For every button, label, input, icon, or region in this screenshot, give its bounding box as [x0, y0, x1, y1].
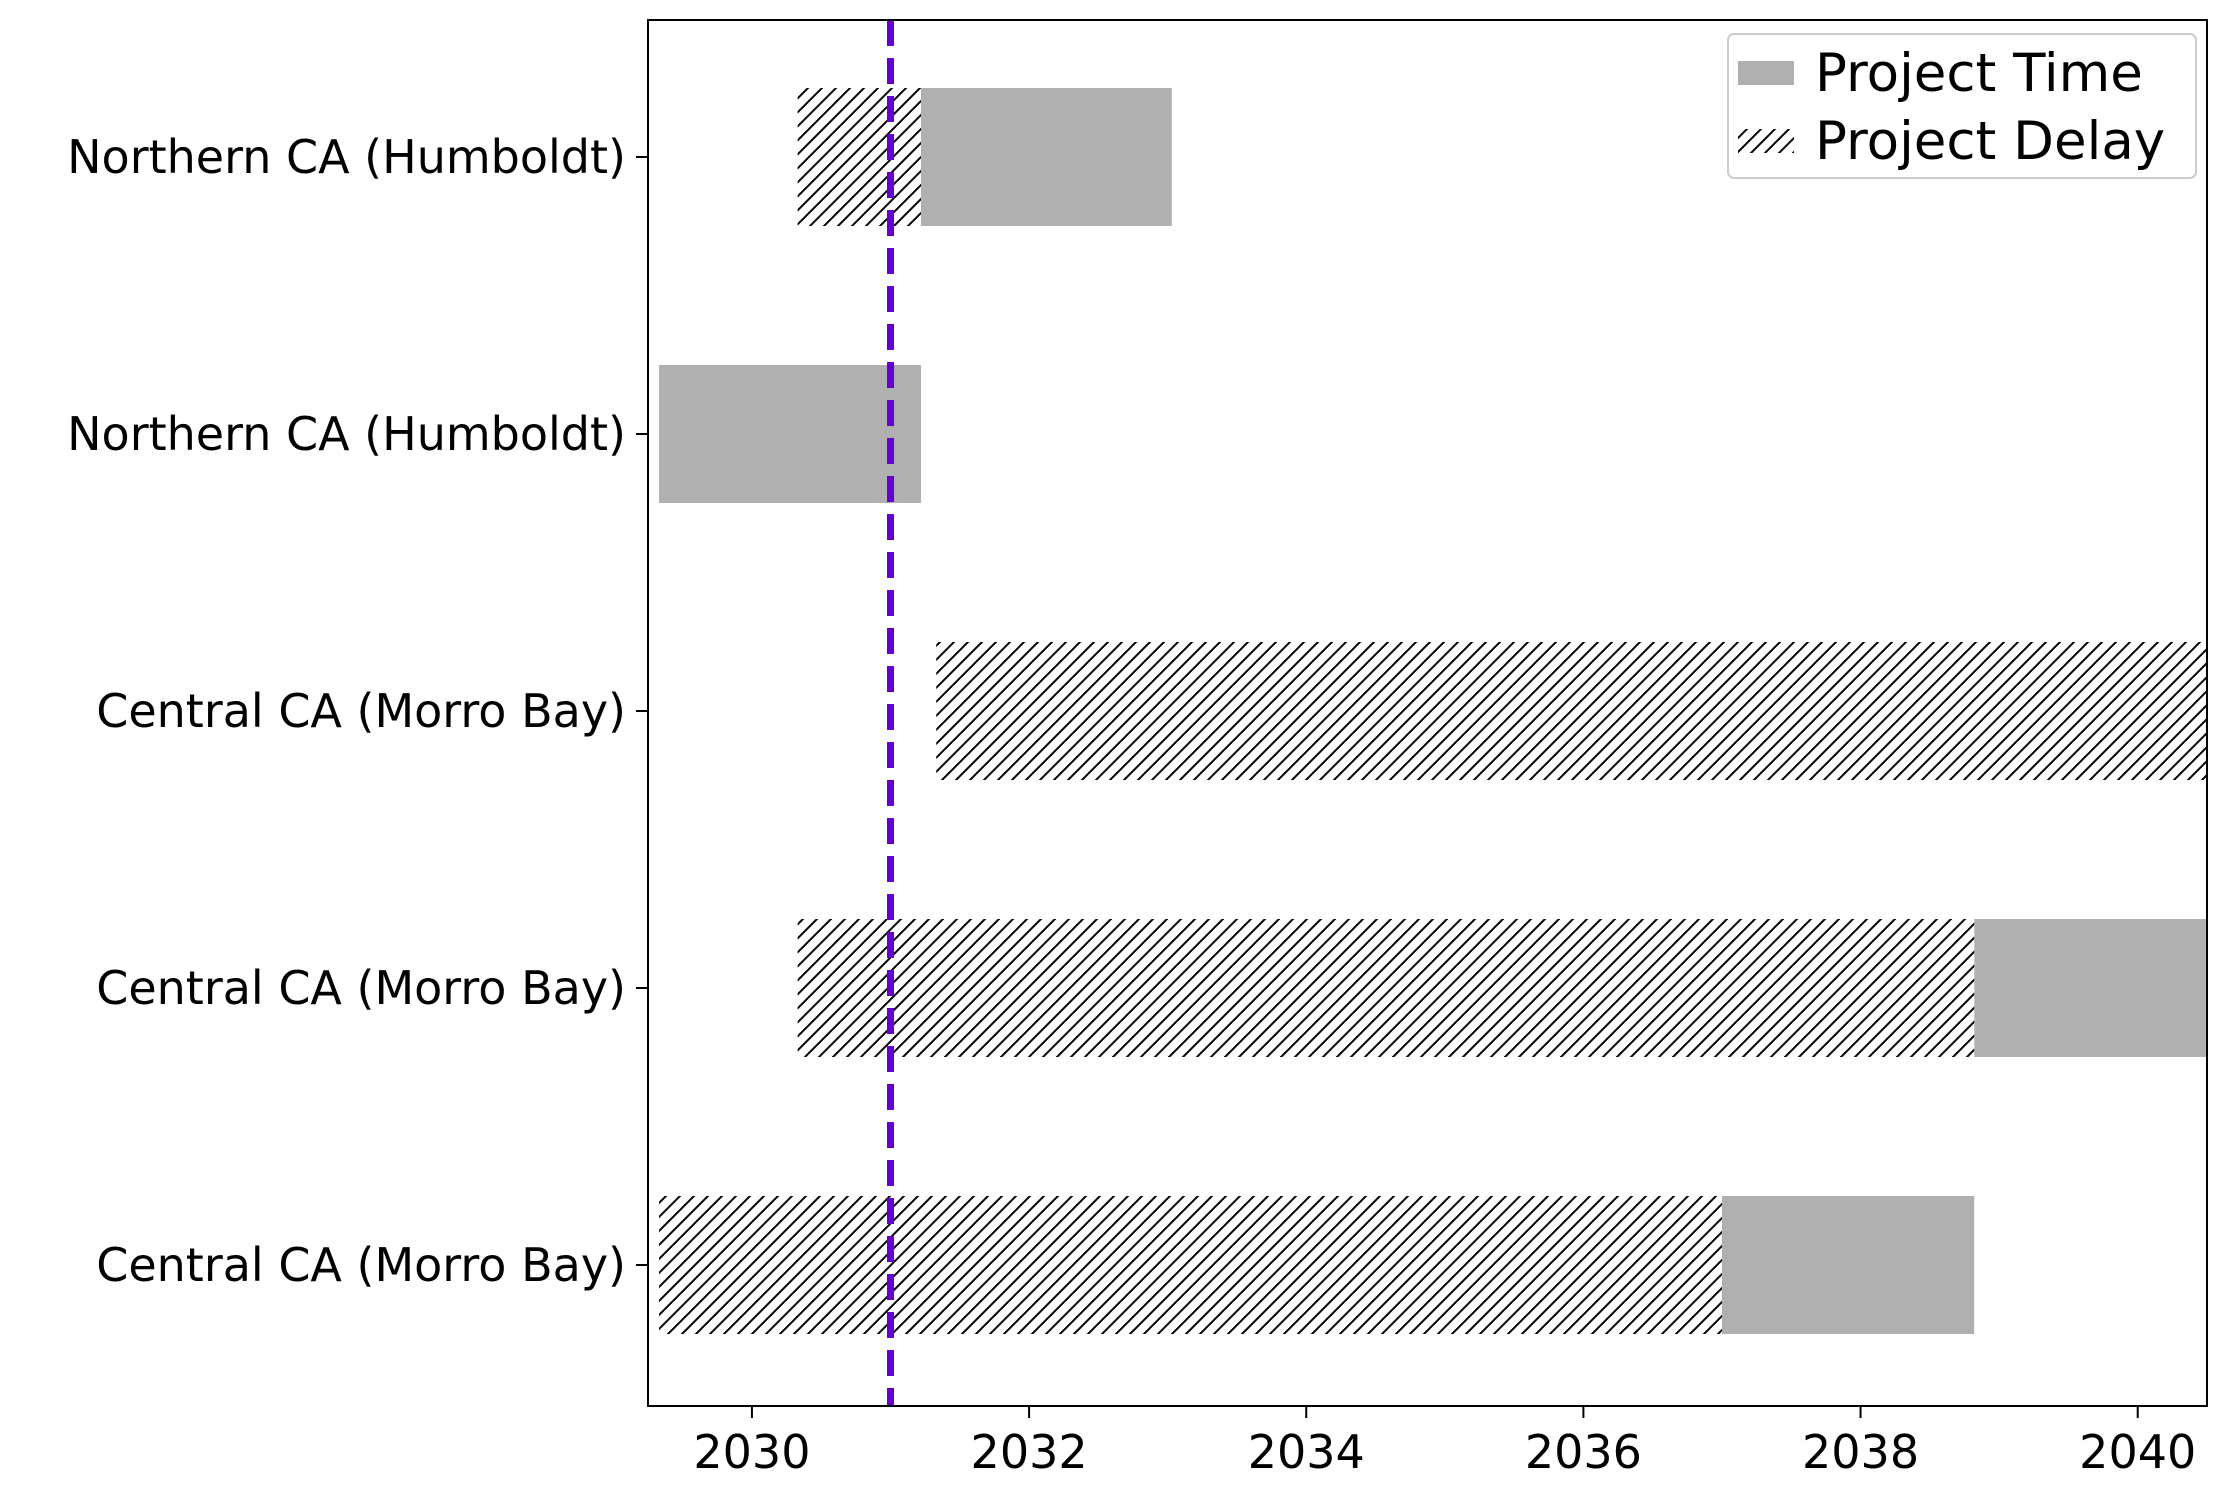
project-time-bar	[659, 365, 921, 503]
legend-label: Project Time	[1815, 43, 2143, 104]
legend-label: Project Delay	[1815, 111, 2165, 172]
y-axis: Northern CA (Humboldt) Northern CA (Humbo…	[67, 130, 648, 1292]
x-tick-label: 2040	[2079, 1425, 2196, 1479]
bars-layer	[659, 88, 2208, 1334]
project-time-bar	[920, 88, 1172, 226]
x-tick-label: 2034	[1248, 1425, 1365, 1479]
project-time-bar	[1974, 919, 2207, 1057]
project-delay-bar	[936, 642, 2208, 780]
project-delay-bar	[797, 919, 1975, 1057]
legend-box	[1727, 33, 2197, 179]
y-tick-label: Central CA (Morro Bay)	[96, 961, 626, 1015]
y-tick-label: Central CA (Morro Bay)	[96, 1238, 626, 1292]
legend: Project Time Project Delay	[1727, 33, 2197, 179]
project-delay-bar	[797, 88, 921, 226]
x-axis: 2030 2032 2034 2036 2038 2040	[693, 1406, 2196, 1479]
project-delay-bar	[659, 1196, 1722, 1334]
y-tick-label: Central CA (Morro Bay)	[96, 684, 626, 738]
legend-swatch-delay	[1738, 129, 1794, 153]
x-tick-label: 2036	[1525, 1425, 1642, 1479]
y-tick-label: Northern CA (Humboldt)	[67, 407, 626, 461]
legend-swatch-time	[1738, 61, 1794, 85]
project-time-bar	[1721, 1196, 1975, 1334]
y-tick-label: Northern CA (Humboldt)	[67, 130, 626, 184]
x-tick-label: 2030	[693, 1425, 810, 1479]
x-tick-label: 2038	[1802, 1425, 1919, 1479]
x-tick-label: 2032	[971, 1425, 1088, 1479]
plot-frame	[647, 19, 2208, 1407]
